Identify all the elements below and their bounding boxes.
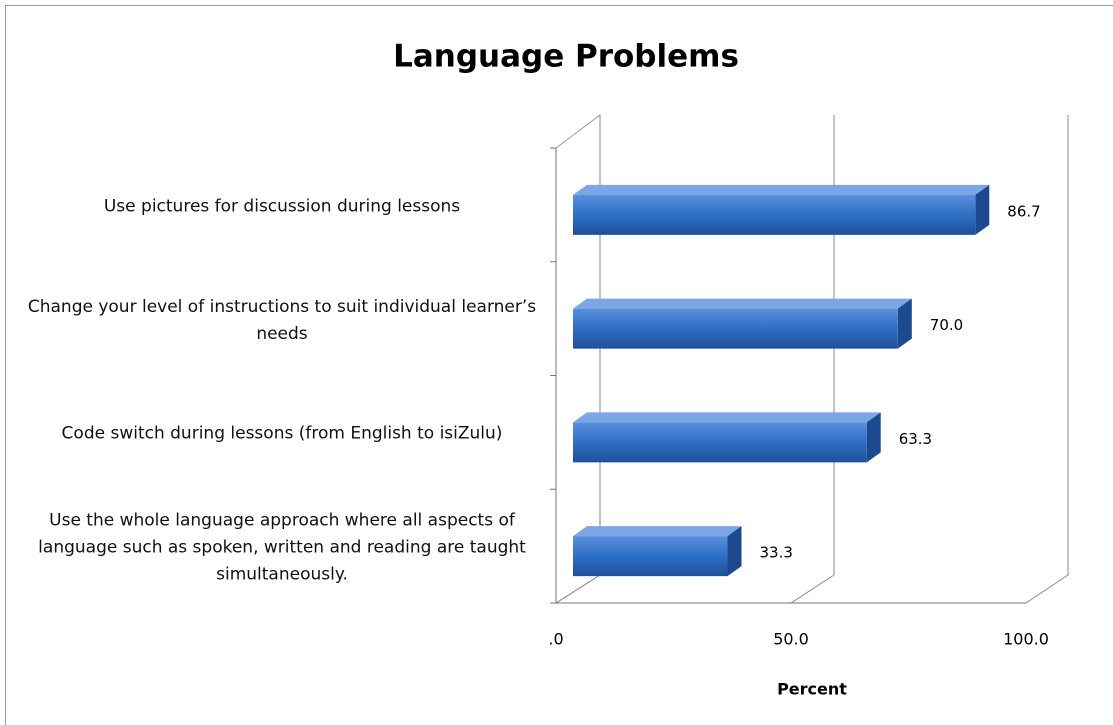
bar-top xyxy=(573,184,990,195)
grid-line xyxy=(790,115,835,604)
x-tick-label: 100.0 xyxy=(1003,630,1049,649)
value-label: 86.7 xyxy=(1007,202,1040,220)
value-label: 70.0 xyxy=(930,316,963,334)
category-label: Code switch during lessons (from English… xyxy=(61,423,503,444)
category-label: Change your level of instructions to sui… xyxy=(27,296,537,344)
bar-side xyxy=(897,298,912,349)
x-tick-label: .0 xyxy=(548,630,563,649)
bar-front xyxy=(573,194,976,235)
bar-front xyxy=(573,308,898,349)
grid-line xyxy=(1025,115,1069,604)
x-axis-label: Percent xyxy=(777,680,847,699)
bar-front xyxy=(573,536,728,577)
bar xyxy=(573,184,990,235)
bar-side xyxy=(975,184,990,235)
bar xyxy=(573,526,742,577)
bar-top xyxy=(573,526,742,537)
x-tick-label: 50.0 xyxy=(773,630,809,649)
chart-title: Language Problems xyxy=(393,39,739,75)
bar xyxy=(573,412,881,463)
chart-border xyxy=(5,5,1113,725)
value-label: 63.3 xyxy=(899,430,932,448)
category-label: Use pictures for discussion during lesso… xyxy=(103,196,461,217)
category-label: Use the whole language approach where al… xyxy=(38,510,526,585)
bar-side xyxy=(727,526,742,577)
bar-top xyxy=(573,412,881,423)
bar-top xyxy=(573,298,912,309)
value-label: 33.3 xyxy=(760,544,793,562)
bar-side xyxy=(866,412,881,463)
bar-front xyxy=(573,422,867,463)
bar xyxy=(573,298,912,349)
